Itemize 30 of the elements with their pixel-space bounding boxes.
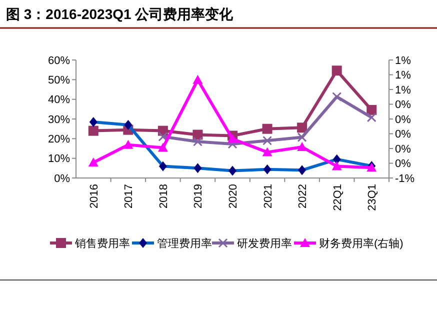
y-tick-label: 50% (48, 74, 70, 87)
y2-tick-label: 1% (395, 84, 412, 96)
legend-label: 财务费用率(右轴) (319, 236, 404, 250)
x-tick-label: 2020 (228, 184, 240, 208)
y2-tick-label: 0% (395, 143, 412, 156)
y2-tick-label: 1% (395, 54, 412, 67)
x-tick-label: 23Q1 (366, 184, 379, 211)
y-tick-label: 60% (48, 54, 70, 67)
y2-tick-label: 0% (395, 99, 412, 112)
y2-tick-label: 1% (395, 70, 412, 82)
x-tick-label: 2018 (158, 184, 170, 208)
x-tick-label: 2019 (192, 184, 205, 208)
chart-title: 图 3：2016-2023Q1 公司费用率变化 (6, 6, 234, 22)
y2-tick-label: 0% (395, 158, 412, 170)
legend-label: 管理费用率 (157, 236, 212, 250)
x-tick-label: 2017 (123, 184, 136, 208)
y2-tick-label: 0% (395, 114, 412, 126)
y-tick-label: 30% (48, 114, 70, 126)
x-tick-label: 22Q1 (332, 184, 344, 211)
y2-tick-label: -1% (395, 172, 415, 185)
x-tick-label: 2021 (262, 184, 274, 208)
y-tick-label: 40% (48, 94, 70, 106)
y-tick-label: 10% (48, 153, 70, 166)
y-tick-label: 0% (54, 172, 70, 185)
x-tick-label: 2022 (297, 184, 310, 208)
x-tick-label: 2016 (88, 184, 100, 208)
y2-tick-label: 0% (395, 128, 412, 141)
legend-label: 销售费用率 (74, 236, 130, 250)
legend-label: 研发费用率 (237, 236, 292, 250)
y-tick-label: 20% (48, 134, 70, 146)
